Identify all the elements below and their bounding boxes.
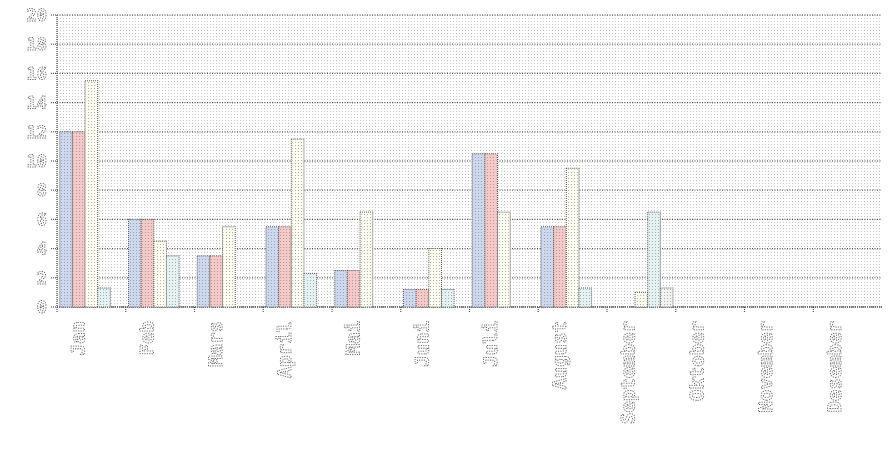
bar-texture — [154, 242, 166, 306]
y-tick-label: 14 — [27, 94, 47, 114]
bar-texture — [335, 271, 347, 306]
bar-texture — [636, 293, 647, 306]
x-tick-label: November — [755, 321, 777, 413]
bar-texture — [304, 274, 316, 306]
bar-texture — [554, 227, 566, 306]
x-tick-label: Juli — [480, 321, 502, 367]
y-tick-label: 16 — [27, 64, 47, 84]
x-tick-label: Oktober — [686, 321, 708, 401]
bar-texture — [542, 227, 553, 306]
x-tick-label: Mai — [343, 321, 365, 355]
bar-texture — [361, 213, 372, 306]
bar-texture — [417, 290, 428, 306]
x-tick-label: Jan — [68, 321, 90, 355]
bar-texture — [198, 256, 209, 306]
bar-texture — [485, 154, 497, 306]
bar-texture — [167, 256, 179, 306]
bar-texture — [348, 271, 360, 306]
bar-texture — [279, 227, 291, 306]
bar-texture — [648, 213, 660, 306]
bar-texture — [498, 213, 510, 306]
bar-texture — [567, 169, 578, 306]
y-tick-label: 6 — [37, 210, 47, 230]
bar-texture — [579, 289, 591, 306]
bar-texture — [142, 220, 153, 306]
x-tick-label: Juni — [411, 321, 433, 367]
bar-texture — [429, 249, 441, 306]
x-tick-label: Mars — [205, 321, 227, 367]
y-tick-label: 2 — [37, 269, 47, 289]
x-tick-label: April — [274, 321, 296, 378]
bar-texture — [267, 227, 278, 306]
bar-texture — [129, 220, 141, 306]
x-tick-label: September — [618, 321, 640, 424]
y-tick-label: 10 — [27, 152, 47, 172]
bar-texture — [404, 290, 416, 306]
y-tick-label: 20 — [27, 6, 47, 26]
bar-texture — [292, 140, 303, 306]
y-tick-label: 8 — [37, 181, 47, 201]
y-tick-label: 18 — [27, 35, 47, 55]
bar-texture — [73, 132, 85, 306]
bar-texture — [60, 132, 72, 306]
y-tick-label: 4 — [37, 240, 47, 260]
bar-texture — [98, 289, 110, 306]
y-tick-label: 12 — [27, 123, 47, 143]
y-tick-label: 0 — [37, 298, 47, 318]
bar-texture — [442, 290, 454, 306]
x-tick-label: August — [549, 321, 571, 390]
bar-texture — [223, 227, 235, 306]
x-tick-label: Desember — [824, 321, 846, 413]
bar-texture — [473, 154, 484, 306]
bar-texture — [86, 81, 97, 306]
bar-texture — [661, 289, 672, 306]
x-tick-label: Feb — [136, 321, 158, 355]
bar-texture — [210, 256, 222, 306]
